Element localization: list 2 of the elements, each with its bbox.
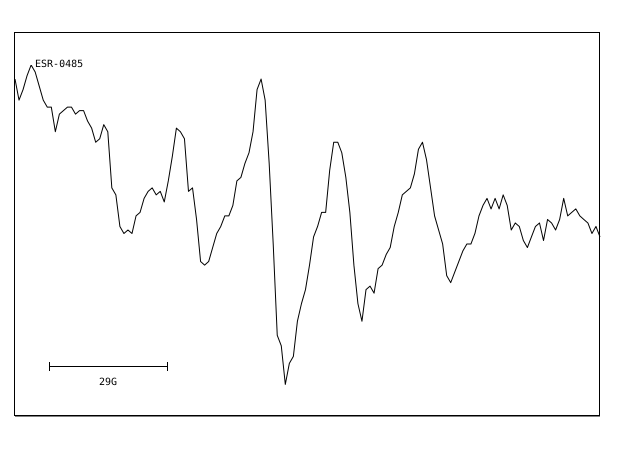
annotation: 29G [98, 377, 118, 388]
chart-title: ESR-0485 [35, 59, 84, 70]
